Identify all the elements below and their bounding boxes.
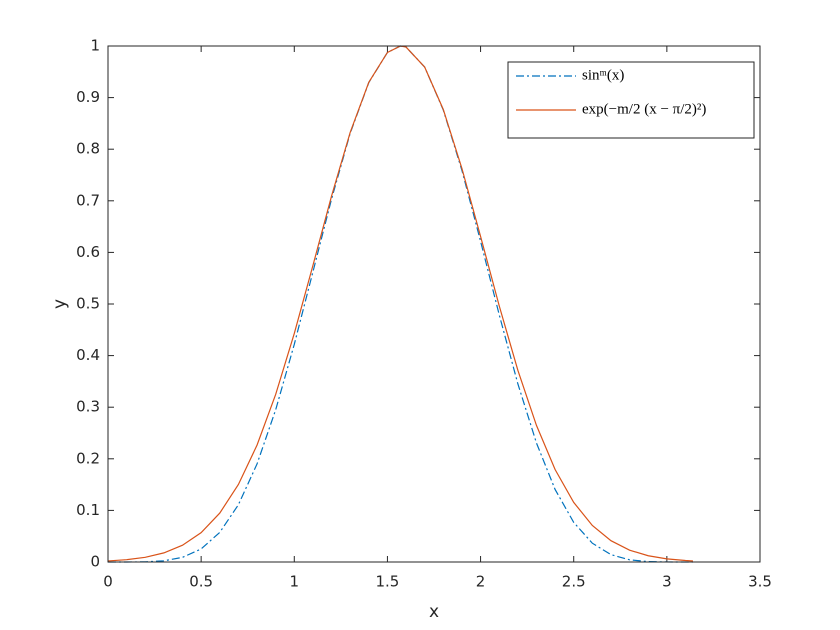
- x-tick-label: 0.5: [189, 573, 213, 591]
- series-line: [107, 45, 693, 562]
- y-tick-label: 0.6: [76, 243, 100, 261]
- y-tick-label: 1: [90, 37, 100, 55]
- y-tick-label: 0.7: [76, 191, 100, 209]
- y-tick-label: 0.1: [76, 501, 100, 519]
- y-tick-label: 0.9: [76, 88, 100, 106]
- y-tick-label: 0.8: [76, 140, 100, 158]
- x-tick-label: 3: [662, 573, 672, 591]
- x-tick-label: 2.5: [562, 573, 586, 591]
- y-tick-label: 0.4: [76, 346, 100, 364]
- x-tick-label: 0: [103, 573, 113, 591]
- y-tick-label: 0.5: [76, 295, 100, 313]
- x-tick-label: 3.5: [748, 573, 772, 591]
- legend-text: exp(−m/2 (x − π/2)²): [582, 101, 706, 117]
- series-line: [108, 45, 693, 563]
- axes-box: [107, 45, 761, 563]
- y-tick-label: 0.2: [76, 449, 100, 467]
- x-tick-label: 1.5: [375, 573, 399, 591]
- legend-text: sinᵐ(x): [582, 67, 624, 83]
- x-axis-label: x: [429, 602, 439, 622]
- legend-box: [507, 61, 755, 139]
- x-tick-label: 2: [476, 573, 486, 591]
- y-tick-label: 0: [90, 553, 100, 571]
- y-axis-label: y: [50, 299, 70, 309]
- y-tick-label: 0.3: [76, 398, 100, 416]
- x-tick-label: 1: [290, 573, 300, 591]
